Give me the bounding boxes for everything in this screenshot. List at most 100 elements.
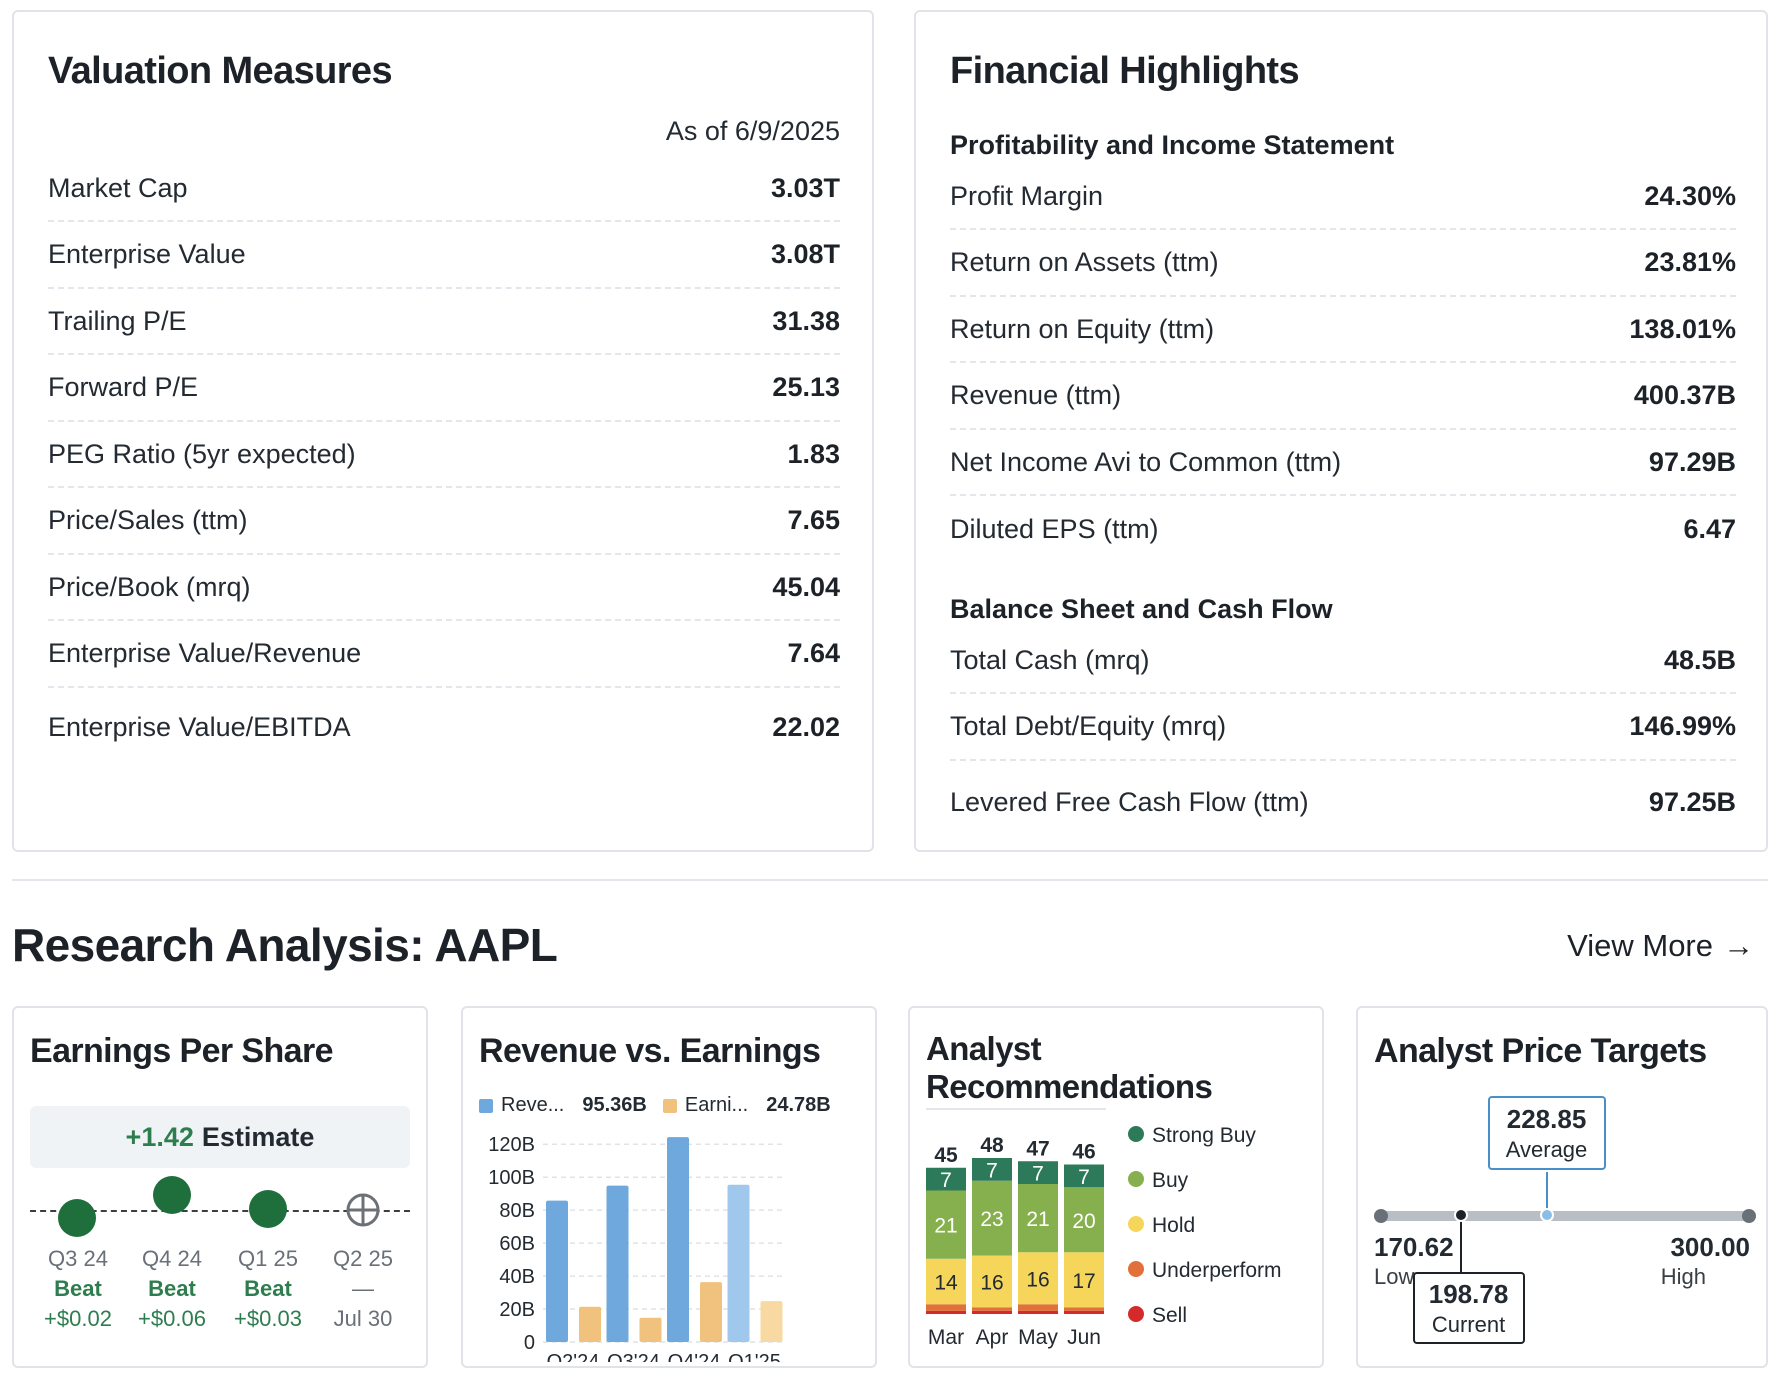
low-label: Low — [1374, 1264, 1415, 1289]
row-label: Diluted EPS (ttm) — [950, 514, 1159, 544]
row-label: Return on Assets (ttm) — [950, 247, 1219, 277]
current-label: Current — [1431, 1312, 1506, 1337]
row-value: 45.04 — [772, 571, 840, 602]
table-row: PEG Ratio (5yr expected) 1.83 — [48, 422, 840, 488]
legend-label: Buy — [1152, 1169, 1189, 1192]
profitability-table: Profit Margin 24.30% Return on Assets (ttm… — [950, 164, 1736, 564]
balance-sheet-heading: Balance Sheet and Cash Flow — [950, 594, 1333, 624]
average-value: 228.85 — [1506, 1104, 1587, 1134]
rec-segment — [1018, 1161, 1058, 1184]
rec-segment — [926, 1258, 966, 1305]
y-tick-label: 40B — [499, 1266, 535, 1288]
eps-quarter-q3-24: Q3 24 Beat +$0.02 — [32, 1246, 124, 1332]
row-label: Market Cap — [48, 172, 188, 203]
x-tick-label: Apr — [976, 1326, 1009, 1349]
legend-label: Hold — [1152, 1214, 1195, 1237]
total-label: 45 — [934, 1144, 958, 1167]
arrow-right-icon: → — [1723, 928, 1754, 963]
legend-earnings-value: 24.78B — [766, 1094, 831, 1116]
price-targets-card[interactable]: Analyst Price Targets 228.85 Average 198… — [1356, 1006, 1768, 1368]
recommendations-title: Analyst Recommendations — [926, 1030, 1213, 1105]
table-row: Total Cash (mrq) 48.5B — [950, 628, 1736, 694]
earnings-bar — [639, 1317, 662, 1342]
table-row: Enterprise Value/Revenue 7.64 — [48, 622, 840, 688]
row-label: Total Cash (mrq) — [950, 644, 1150, 675]
rec-segment — [972, 1158, 1012, 1181]
revenue-earnings-card[interactable]: Revenue vs. Earnings Reve... 95.36B Earn… — [461, 1006, 877, 1368]
y-tick-label: 120B — [488, 1134, 535, 1156]
rec-segment — [1018, 1184, 1058, 1253]
segment-label: 7 — [940, 1169, 952, 1192]
view-more-link[interactable]: View More → — [1567, 928, 1754, 964]
eps-card[interactable]: Earnings Per Share +1.42 Estimate Q3 24 … — [12, 1006, 428, 1368]
view-more-label: View More — [1567, 928, 1713, 963]
recommendations-card[interactable]: Analyst Recommendations 14 21 7 45 Mar 16 23 7 4… — [908, 1006, 1324, 1368]
y-tick-label: 80B — [499, 1200, 535, 1222]
eps-quarter-status: Beat — [148, 1276, 196, 1301]
table-row: Revenue (ttm) 400.37B — [950, 364, 1736, 430]
table-row: Profit Margin 24.30% — [950, 164, 1736, 230]
earnings-bar — [760, 1301, 783, 1342]
total-label: 47 — [1026, 1137, 1049, 1160]
rec-segment — [1064, 1187, 1104, 1253]
rec-segment — [972, 1255, 1012, 1308]
crosshair-icon — [345, 1192, 381, 1228]
legend-label: Strong Buy — [1152, 1124, 1256, 1147]
research-title: Research Analysis: AAPL — [12, 919, 558, 971]
segment-label: 21 — [1026, 1208, 1049, 1231]
price-targets-title: Analyst Price Targets — [1374, 1032, 1707, 1070]
legend-swatch-revenue — [479, 1098, 493, 1113]
segment-label: 7 — [1078, 1166, 1090, 1189]
eps-quarter-label: Q3 24 — [48, 1246, 108, 1271]
table-row: Enterprise Value/EBITDA 22.02 — [48, 688, 840, 766]
table-row: Price/Book (mrq) 45.04 — [48, 555, 840, 621]
row-value: 6.47 — [1683, 514, 1736, 544]
revenue-earnings-title: Revenue vs. Earnings — [479, 1032, 821, 1070]
row-label: Revenue (ttm) — [950, 380, 1122, 410]
x-tick-label: Jun — [1067, 1326, 1101, 1349]
legend-dot — [1128, 1171, 1144, 1187]
y-tick-label: 100B — [488, 1167, 535, 1189]
segment-label: 23 — [980, 1208, 1003, 1231]
rec-segment — [926, 1304, 966, 1311]
legend-earnings-name: Earni... — [684, 1094, 749, 1116]
row-label: Total Debt/Equity (mrq) — [950, 711, 1227, 741]
legend-label: Sell — [1152, 1304, 1187, 1327]
legend-dot — [1128, 1306, 1144, 1322]
financial-title: Financial Highlights — [950, 50, 1300, 92]
eps-quarter-diff: +$0.03 — [234, 1306, 302, 1331]
legend-revenue-value: 95.36B — [582, 1094, 647, 1116]
row-value: 97.29B — [1648, 446, 1736, 477]
valuation-as-of: As of 6/9/2025 — [665, 116, 840, 146]
section-divider — [12, 879, 1768, 881]
rec-segment — [1064, 1252, 1104, 1308]
balance-sheet-table: Total Cash (mrq) 48.5B Total Debt/Equity (… — [950, 628, 1736, 828]
row-label: Forward P/E — [48, 372, 199, 402]
valuation-table: Market Cap 3.03T Enterprise Value 3.08T Trai… — [48, 156, 840, 776]
current-connector — [1459, 1216, 1462, 1274]
legend-dot — [1128, 1216, 1144, 1232]
average-box: 228.85 Average — [1487, 1096, 1606, 1170]
price-track — [1380, 1211, 1750, 1221]
rec-segment — [1018, 1252, 1058, 1305]
legend-revenue-name: Reve... — [501, 1094, 565, 1116]
row-label: Price/Book (mrq) — [48, 571, 251, 602]
valuation-title: Valuation Measures — [48, 50, 393, 92]
eps-quarter-status: — — [352, 1276, 374, 1301]
current-value: 198.78 — [1428, 1279, 1509, 1309]
eps-estimate-box: +1.42 Estimate — [30, 1106, 410, 1168]
row-value: 3.03T — [770, 172, 840, 203]
segment-label: 21 — [934, 1215, 957, 1238]
average-label: Average — [1505, 1137, 1588, 1162]
total-label: 48 — [980, 1134, 1004, 1157]
y-tick-label: 0 — [524, 1332, 535, 1354]
row-value: 146.99% — [1629, 711, 1736, 741]
row-value: 31.38 — [772, 305, 840, 336]
eps-dot — [153, 1176, 191, 1214]
table-row: Total Debt/Equity (mrq) 146.99% — [950, 695, 1736, 761]
rec-segment — [972, 1307, 1012, 1311]
x-tick-label: Q3'24 — [607, 1351, 660, 1362]
revenue-bar — [667, 1137, 689, 1342]
rec-segment — [1064, 1164, 1104, 1188]
eps-quarter-diff: +$0.06 — [138, 1306, 206, 1331]
